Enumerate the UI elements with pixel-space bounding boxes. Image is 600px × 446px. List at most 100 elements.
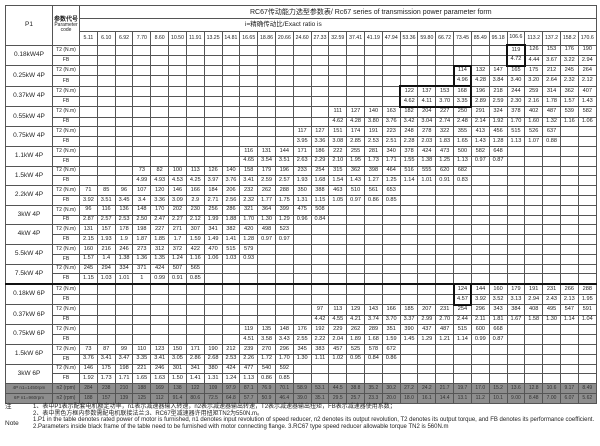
fb-cell — [257, 54, 276, 67]
fb-cell — [453, 253, 472, 265]
torque-cell — [221, 304, 241, 316]
fb-cell — [435, 194, 455, 206]
torque-cell — [559, 324, 579, 336]
torque-cell — [417, 343, 437, 355]
code-fb-label: FB — [52, 214, 80, 226]
output-speed-cell: 17.0 — [470, 383, 490, 394]
code-fb-label: FB — [52, 334, 80, 345]
output-speed-cell: 29.5 — [328, 392, 348, 404]
fb-cell: 1.43 — [577, 95, 597, 108]
torque-cell — [542, 343, 561, 355]
torque-cell: 150 — [168, 343, 187, 355]
fb-cell — [257, 95, 276, 108]
speed-row-label: 4P n1=1450rpm — [5, 383, 53, 394]
fb-cell: 1.41 — [221, 234, 241, 245]
fb-cell — [132, 314, 152, 326]
torque-cell — [417, 185, 437, 196]
torque-cell — [292, 243, 312, 255]
code-fb-label: FB — [52, 95, 80, 108]
torque-cell: 136 — [114, 204, 134, 216]
torque-cell: 508 — [310, 204, 330, 216]
fb-cell: 1.59 — [381, 334, 401, 345]
torque-cell: 307 — [185, 224, 205, 236]
torque-cell: 470 — [203, 243, 223, 255]
torque-cell: 288 — [577, 283, 597, 295]
torque-cell — [292, 363, 312, 375]
torque-cell: 341 — [203, 224, 223, 236]
torque-cell: 266 — [559, 283, 579, 295]
fb-cell: 1.24 — [168, 253, 187, 265]
code-fb-label: FB — [52, 253, 80, 265]
torque-cell: 620 — [435, 165, 455, 177]
table-row: 0.18kW 6P T2 (N.m) 124 144 160 179 191 231 266 28… — [5, 283, 597, 306]
torque-cell — [364, 204, 383, 216]
torque-cell — [292, 44, 312, 56]
torque-cell: 153 — [542, 44, 561, 56]
motor-power-label: 0.25kW 4P — [5, 65, 53, 87]
output-speed-cell: 8.48 — [524, 392, 544, 404]
fb-cell — [168, 334, 187, 345]
fb-cell — [221, 116, 241, 128]
torque-cell — [79, 65, 98, 77]
torque-cell: 168 — [453, 85, 473, 97]
fb-cell — [470, 234, 490, 245]
fb-cell: 2.53 — [364, 136, 383, 147]
ratio-header-cell: 158.2 — [559, 31, 579, 46]
ratio-header-cell: 85.49 — [470, 31, 490, 46]
fb-cell: 1.9 — [114, 234, 134, 245]
fb-cell — [435, 373, 455, 385]
torque-cell — [488, 204, 508, 216]
torque-cell — [310, 44, 330, 56]
fb-cell: 0.93 — [239, 253, 259, 265]
fb-cell: 2.50 — [132, 214, 152, 226]
fb-cell — [417, 273, 437, 285]
torque-cell — [274, 126, 294, 138]
fb-cell: 4.28 — [346, 116, 365, 128]
torque-cell — [399, 185, 419, 196]
torque-cell: 116 — [96, 204, 116, 216]
torque-cell — [559, 224, 579, 236]
torque-cell: 126 — [524, 44, 544, 56]
fb-cell: 1.05 — [328, 194, 348, 206]
fb-cell: 1.92 — [79, 373, 98, 385]
fb-cell: 3.97 — [203, 175, 223, 187]
torque-cell: 192 — [310, 324, 330, 336]
torque-cell — [381, 283, 401, 295]
fb-cell — [132, 155, 152, 167]
fb-cell: 1.04 — [577, 314, 597, 326]
fb-cell — [168, 155, 187, 167]
torque-cell — [381, 263, 401, 275]
fb-cell — [274, 116, 294, 128]
motor-power-label: 5.5kW 4P — [5, 243, 53, 265]
table-row: 3kW 6P T2 (N.m) 146 175 198 221 246 301 341 380 42… — [5, 363, 597, 385]
fb-cell: 1.73 — [364, 155, 383, 167]
torque-cell — [150, 304, 170, 316]
torque-cell — [96, 106, 116, 118]
fb-cell: 4.62 — [328, 116, 348, 128]
fb-cell: 1.72 — [257, 353, 276, 365]
torque-cell: 510 — [346, 185, 365, 196]
ratio-header-cell: 170.6 — [577, 31, 597, 46]
notes-cn-label: 注 — [5, 403, 12, 410]
torque-cell — [292, 304, 312, 316]
fb-cell: 2.15 — [79, 234, 98, 245]
fb-cell: 4.57 — [452, 293, 473, 306]
torque-cell — [488, 243, 508, 255]
fb-cell — [328, 253, 348, 265]
table-row: 0.75kW 6P T2 (N.m) 119 135 148 176 192 229 262 28… — [5, 324, 597, 345]
fb-cell: 3.41 — [150, 353, 170, 365]
fb-cell — [310, 253, 330, 265]
fb-cell — [381, 54, 401, 67]
table-row: FB 4.96 4.28 3.84 3.40 3.20 2.64 2.32 2.12 — [6, 75, 597, 88]
torque-cell — [488, 44, 508, 56]
torque-cell — [310, 263, 330, 275]
torque-cell: 372 — [168, 243, 187, 255]
torque-cell — [203, 324, 223, 336]
fb-cell — [292, 253, 312, 265]
torque-cell: 473 — [435, 145, 455, 157]
torque-cell — [150, 126, 170, 138]
torque-cell — [168, 145, 187, 157]
fb-cell: 1.31 — [292, 194, 312, 206]
fb-cell — [399, 293, 419, 306]
fb-cell: 3.52 — [488, 293, 508, 306]
